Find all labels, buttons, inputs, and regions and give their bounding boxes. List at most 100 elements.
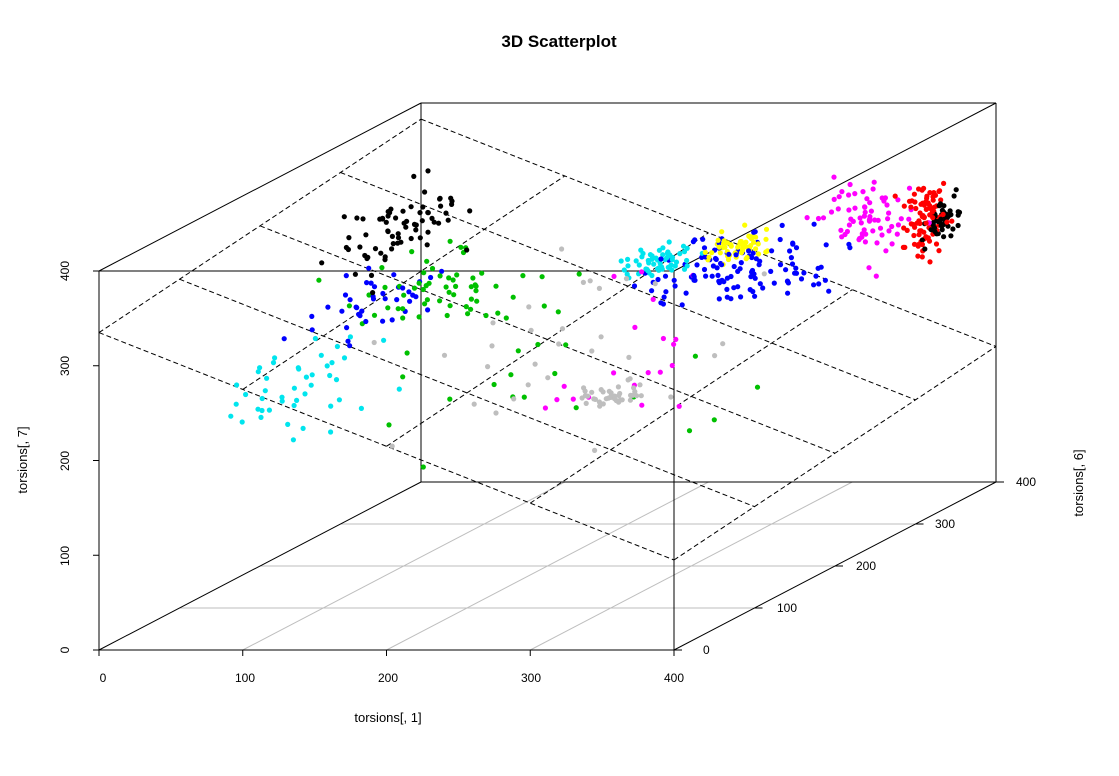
scatter-point <box>735 284 741 290</box>
scatter-point <box>931 204 937 210</box>
scatter-point <box>870 228 876 234</box>
scatter-point <box>714 265 720 271</box>
scatter-point <box>719 229 725 235</box>
scatter-point <box>715 237 721 243</box>
scatter-point <box>394 297 400 303</box>
scatter-point <box>715 272 721 278</box>
scatter-point <box>467 208 473 214</box>
plane-line <box>340 172 916 401</box>
scatter-point <box>437 196 443 202</box>
plane-line <box>529 289 853 504</box>
scatter-point <box>917 228 923 234</box>
scatter-point <box>407 298 413 304</box>
scatter-point <box>892 193 898 199</box>
scatter-point <box>421 270 427 276</box>
scatter-point <box>746 233 752 239</box>
scatter-point <box>279 398 285 404</box>
scatter-point <box>683 290 689 296</box>
scatter-point <box>359 308 365 314</box>
scatter-point <box>779 222 785 228</box>
scatter-point <box>555 309 561 315</box>
scatter-point <box>443 210 449 216</box>
scatter-point <box>339 308 345 314</box>
scatter-point <box>867 200 873 206</box>
y-axis-label: torsions[, 6] <box>1071 449 1086 516</box>
scatter-point <box>458 244 464 250</box>
scatter-point <box>318 352 324 358</box>
scatter-point <box>239 419 245 425</box>
scatter-point <box>750 250 756 256</box>
scatter-point <box>353 304 359 310</box>
scatter-point <box>712 353 718 359</box>
scatter-point <box>660 301 667 307</box>
scatter-point <box>303 374 309 380</box>
scatter-point <box>371 284 378 290</box>
scatter-point <box>858 220 864 226</box>
scatter-point <box>625 263 631 269</box>
scatter-point <box>296 366 302 372</box>
scatter-point <box>956 209 963 215</box>
scatter-point <box>309 313 315 319</box>
data-points <box>228 168 963 470</box>
scatter-point <box>815 215 822 222</box>
scatter-point <box>381 337 387 343</box>
scatter-point <box>437 298 443 304</box>
scatter-point <box>885 216 891 222</box>
z-axis-ticks: 0 100 200 300 400 <box>58 261 72 654</box>
scatter-point <box>325 304 331 310</box>
scatter-point <box>643 266 649 272</box>
scatter-point <box>454 272 460 278</box>
scatter-point <box>389 246 395 252</box>
scatter-point <box>953 187 959 193</box>
scatter-point <box>368 272 375 278</box>
scatter-point <box>400 315 406 321</box>
scatter-point <box>752 275 758 281</box>
scatter-point <box>743 239 749 245</box>
scatter-point <box>906 216 912 222</box>
scatter-point <box>258 414 264 420</box>
scatter-point <box>793 245 800 251</box>
scatter-point <box>735 268 741 274</box>
scatter-point <box>336 397 342 403</box>
scatter-point <box>377 216 383 222</box>
scatter-point <box>754 384 761 390</box>
scatter-point <box>503 315 509 321</box>
scatter-point <box>866 265 872 271</box>
scatter-point <box>363 318 369 325</box>
scatter-point <box>495 310 501 316</box>
scatter-point <box>701 266 708 273</box>
scatter-point <box>563 342 569 348</box>
scatter-point <box>846 207 852 213</box>
scatter-point <box>861 213 868 219</box>
scatter-point <box>383 219 389 225</box>
scatter-point <box>312 335 318 342</box>
scatter-point <box>846 192 852 198</box>
scatter-point <box>626 354 632 360</box>
scatter-point <box>950 226 956 232</box>
z-axis-label: torsions[, 7] <box>15 426 30 493</box>
scatter-point <box>603 396 609 402</box>
scatter-point <box>420 464 426 470</box>
scatter-point <box>709 273 715 279</box>
scatter-point <box>793 270 800 276</box>
scatter-point <box>451 292 457 298</box>
scatter-point <box>424 297 430 303</box>
scatter-point <box>587 278 593 284</box>
scatter-point <box>768 268 774 274</box>
scatter-point <box>650 296 656 302</box>
scatter-point <box>379 265 385 271</box>
scatter-point <box>234 382 240 388</box>
scatter-point <box>347 297 353 303</box>
scatter-point <box>930 197 936 203</box>
scatter-point <box>352 271 358 277</box>
scatter-point <box>676 403 682 409</box>
scatter-point <box>366 265 372 271</box>
scatter-point <box>343 244 349 251</box>
scatter-point <box>763 236 769 242</box>
scatter-point <box>937 188 943 194</box>
scatter-point <box>844 228 851 235</box>
scatter-point <box>874 240 880 246</box>
scatter-point <box>363 232 369 238</box>
scatter-point <box>671 277 677 283</box>
scatter-point <box>386 422 392 428</box>
